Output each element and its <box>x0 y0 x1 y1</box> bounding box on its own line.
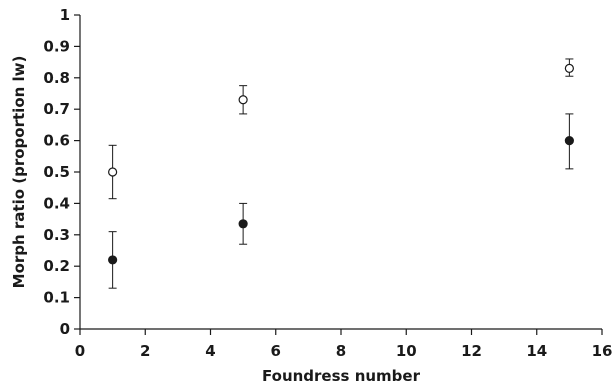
data-marks <box>108 58 574 289</box>
x-tick-label: 4 <box>205 342 215 360</box>
x-tick-label: 16 <box>592 342 613 360</box>
open-circle-point <box>238 95 248 105</box>
y-axis-title: Morph ratio (proportion lw) <box>10 56 28 289</box>
open-circle-point <box>564 63 574 73</box>
y-tick-label: 0.4 <box>43 194 70 212</box>
y-tick-label: 0.5 <box>43 163 70 181</box>
x-axis-title: Foundress number <box>262 367 421 385</box>
y-ticks: 0 0.1 0.2 0.3 0.4 0.5 0.6 0.7 0.8 0.9 1 <box>43 6 80 338</box>
x-tick-label: 6 <box>271 342 281 360</box>
y-tick-label: 0.7 <box>43 100 70 118</box>
y-tick-label: 0.3 <box>43 226 70 244</box>
open-circle-point <box>108 167 118 177</box>
y-tick-label: 0 <box>60 320 70 338</box>
y-tick-label: 0.8 <box>43 69 70 87</box>
y-tick-label: 0.1 <box>43 289 70 307</box>
x-tick-label: 0 <box>75 342 85 360</box>
x-tick-label: 10 <box>396 342 417 360</box>
x-tick-label: 12 <box>461 342 482 360</box>
y-tick-label: 0.2 <box>43 257 70 275</box>
filled-circle-point <box>564 136 574 146</box>
y-tick-label: 0.6 <box>43 132 70 150</box>
x-tick-label: 14 <box>526 342 547 360</box>
filled-circle-point <box>108 255 118 265</box>
x-tick-label: 8 <box>336 342 346 360</box>
x-ticks: 0 2 4 6 8 10 12 14 16 <box>75 329 613 360</box>
y-tick-label: 1 <box>60 6 70 24</box>
filled-circle-point <box>238 219 248 229</box>
y-tick-label: 0.9 <box>43 37 70 55</box>
x-tick-label: 2 <box>140 342 150 360</box>
